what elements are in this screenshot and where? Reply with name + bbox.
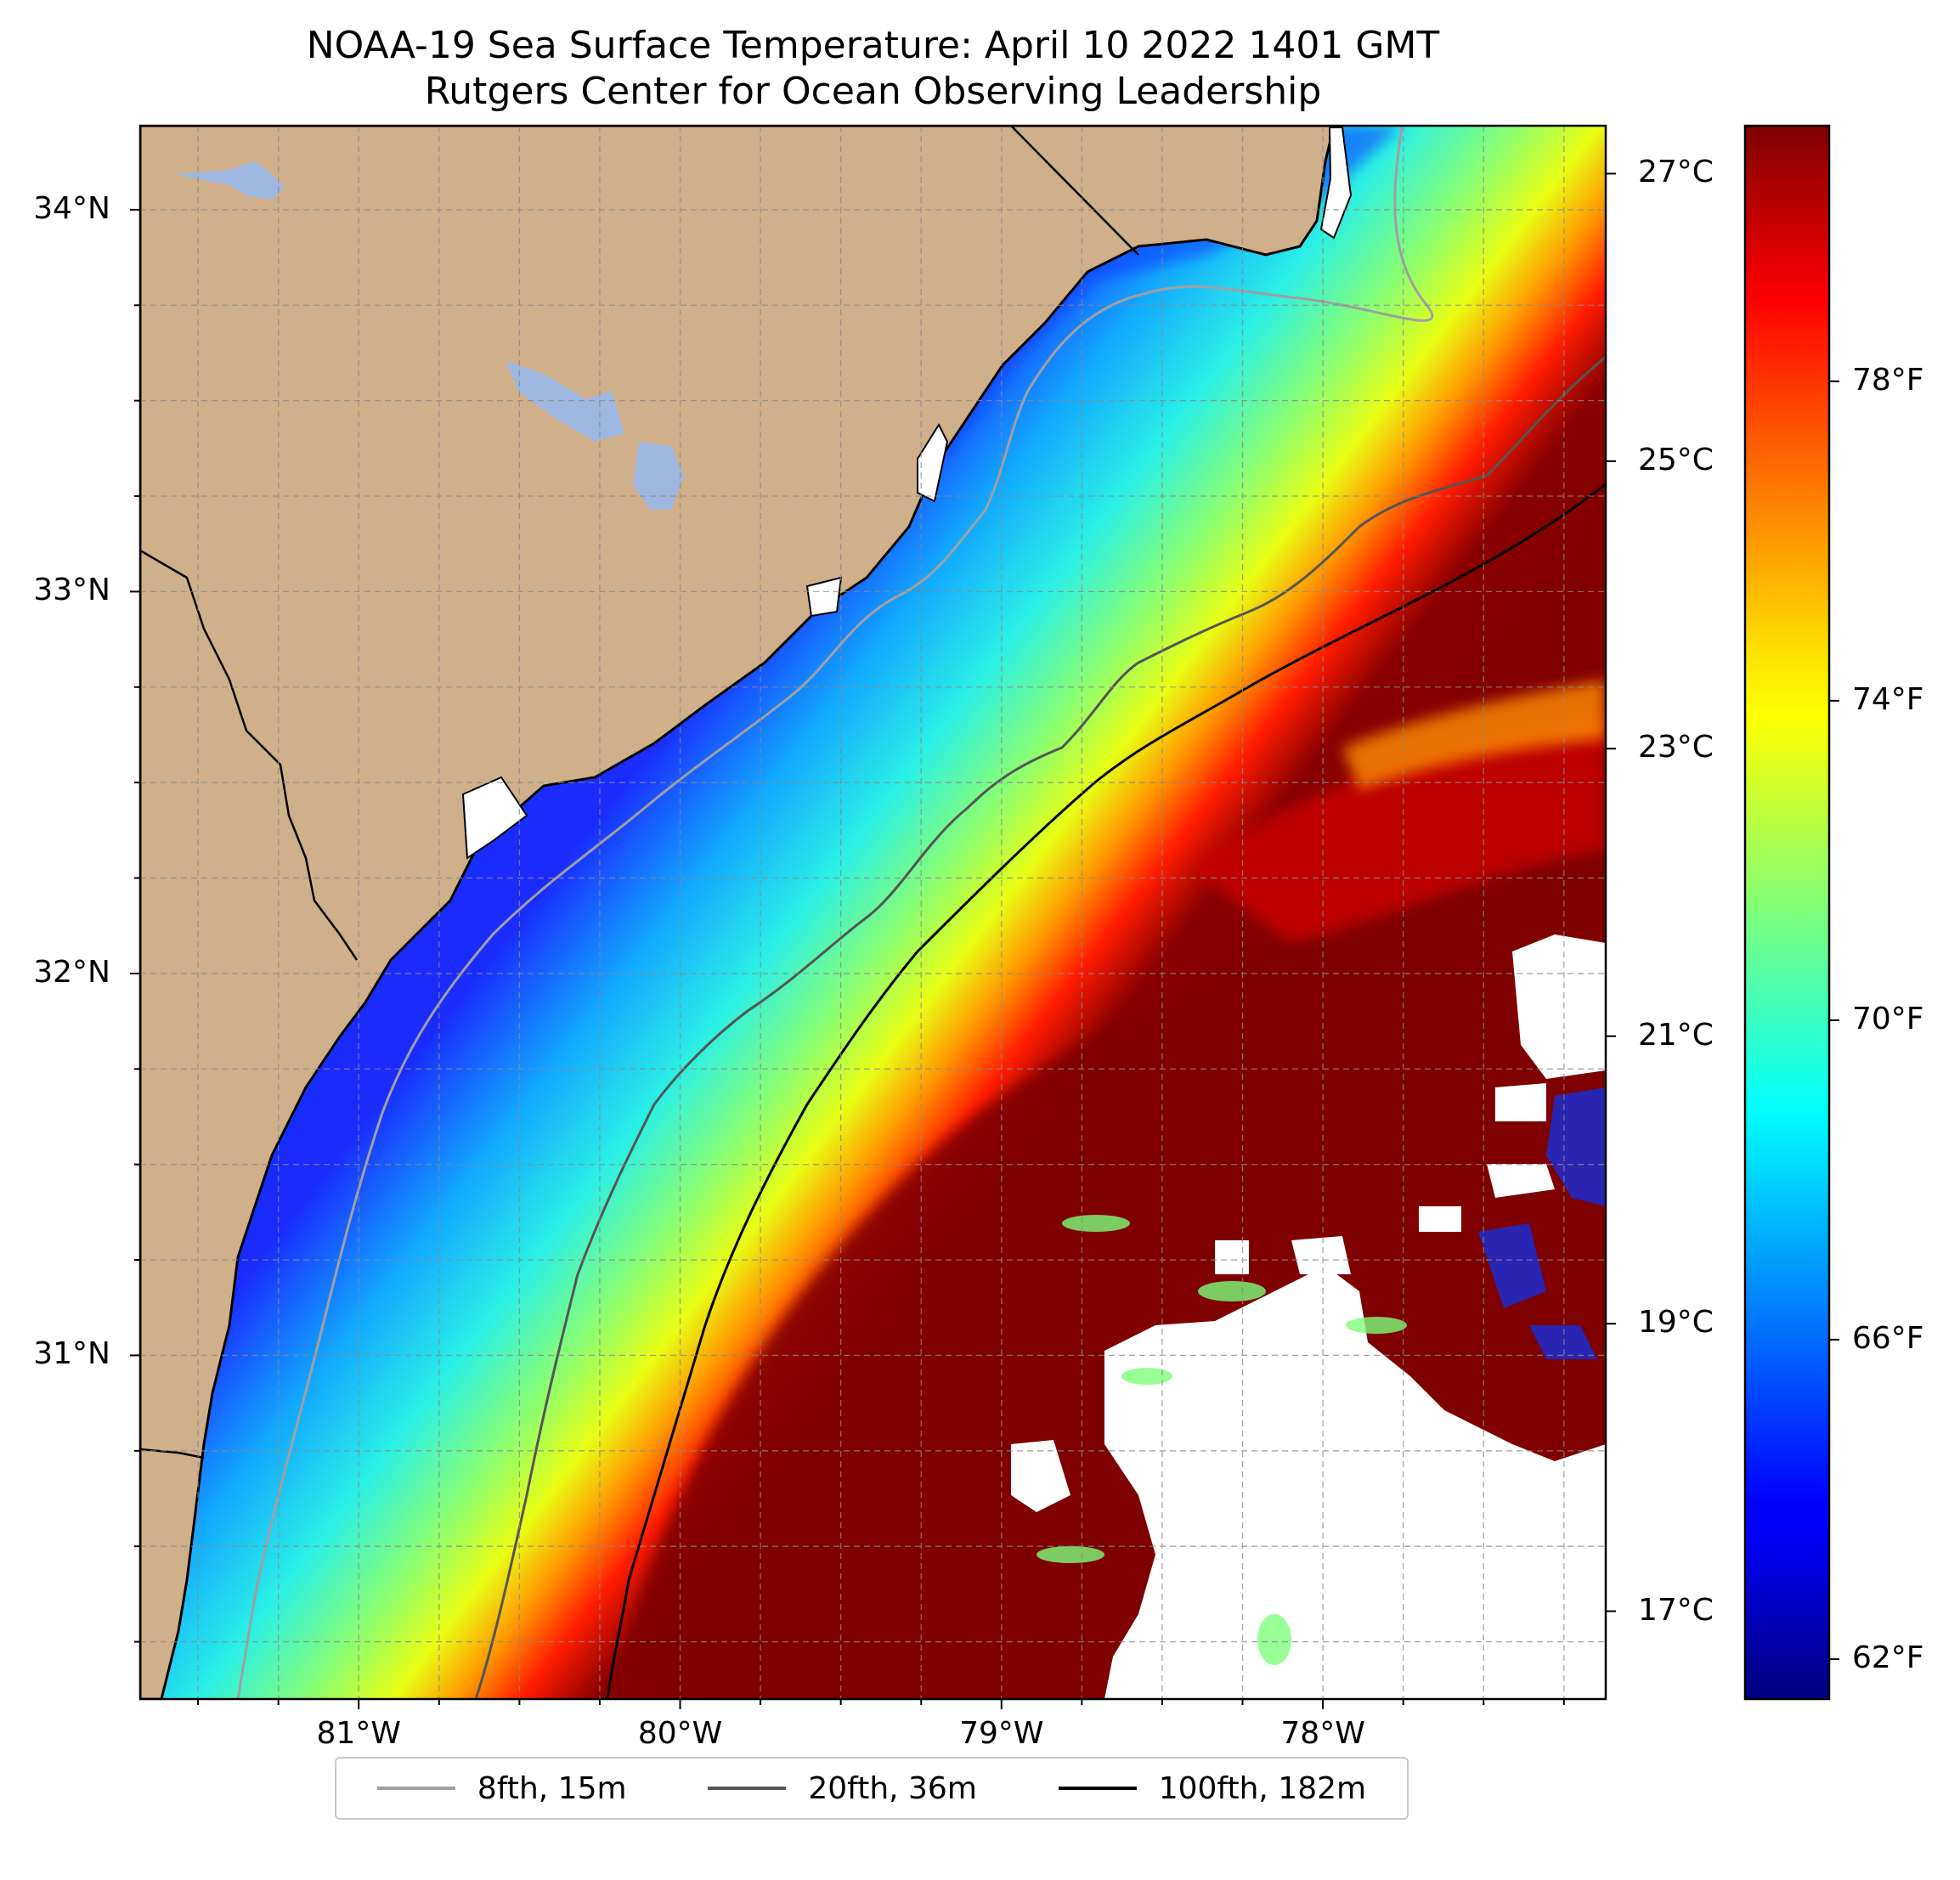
lat-label: 34°N: [33, 190, 110, 226]
mixed-patches: [1036, 1215, 1407, 1665]
fahrenheit-label: 74°F: [1852, 681, 1924, 717]
legend-swatch-8fth: [376, 1787, 455, 1790]
celsius-label: 23°C: [1638, 730, 1714, 765]
legend-label-20fth: 20fth, 36m: [808, 1770, 977, 1806]
celsius-label: 25°C: [1638, 442, 1714, 477]
fahrenheit-label: 70°F: [1852, 1001, 1924, 1036]
lat-label: 31°N: [33, 1336, 110, 1372]
legend-swatch-100fth: [1058, 1787, 1137, 1790]
celsius-label: 17°C: [1638, 1592, 1714, 1628]
lon-label: 79°W: [959, 1716, 1044, 1751]
axis-ticks: [130, 208, 1565, 1709]
contour-20fth: [474, 355, 1606, 1699]
cloud-mask: [1011, 934, 1606, 1699]
lon-label: 78°W: [1280, 1716, 1365, 1751]
gulf-stream-north: [1189, 714, 1606, 943]
legend-label-100fth: 100fth, 182m: [1158, 1770, 1367, 1806]
legend-item-8fth: 8fth, 15m: [376, 1770, 627, 1806]
fahrenheit-label: 78°F: [1852, 362, 1924, 398]
lat-label: 32°N: [33, 954, 110, 990]
legend-item-20fth: 20fth, 36m: [708, 1771, 977, 1806]
legend: 8fth, 15m 20fth, 36m 100fth, 182m: [335, 1757, 1409, 1820]
legend-label-8fth: 8fth, 15m: [477, 1770, 627, 1806]
colorbar-ticks: [1606, 172, 1839, 1660]
contour-8fth: [236, 126, 1434, 1699]
map-frame: [138, 124, 1607, 1701]
lon-label: 81°W: [316, 1716, 401, 1751]
sst-map: [140, 126, 1606, 1699]
gridlines: [140, 126, 1606, 1699]
lon-label: 80°W: [637, 1716, 723, 1751]
legend-swatch-20fth: [708, 1787, 787, 1790]
fahrenheit-label: 62°F: [1852, 1640, 1924, 1675]
legend-item-100fth: 100fth, 182m: [1058, 1770, 1367, 1806]
lat-label: 33°N: [33, 573, 110, 608]
lakes: [174, 161, 684, 510]
title-line-1: NOAA-19 Sea Surface Temperature: April 1…: [306, 24, 1440, 67]
celsius-label: 27°C: [1638, 155, 1714, 190]
contour-100fth: [606, 483, 1606, 1699]
title-line-2: Rutgers Center for Ocean Observing Leade…: [424, 70, 1322, 113]
cold-patches: [1478, 1087, 1606, 1359]
celsius-label: 21°C: [1638, 1017, 1714, 1053]
colorbar: [1743, 124, 1831, 1701]
gulf-stream-edge: [1342, 680, 1606, 790]
celsius-label: 19°C: [1638, 1305, 1714, 1341]
fahrenheit-label: 66°F: [1852, 1320, 1924, 1356]
